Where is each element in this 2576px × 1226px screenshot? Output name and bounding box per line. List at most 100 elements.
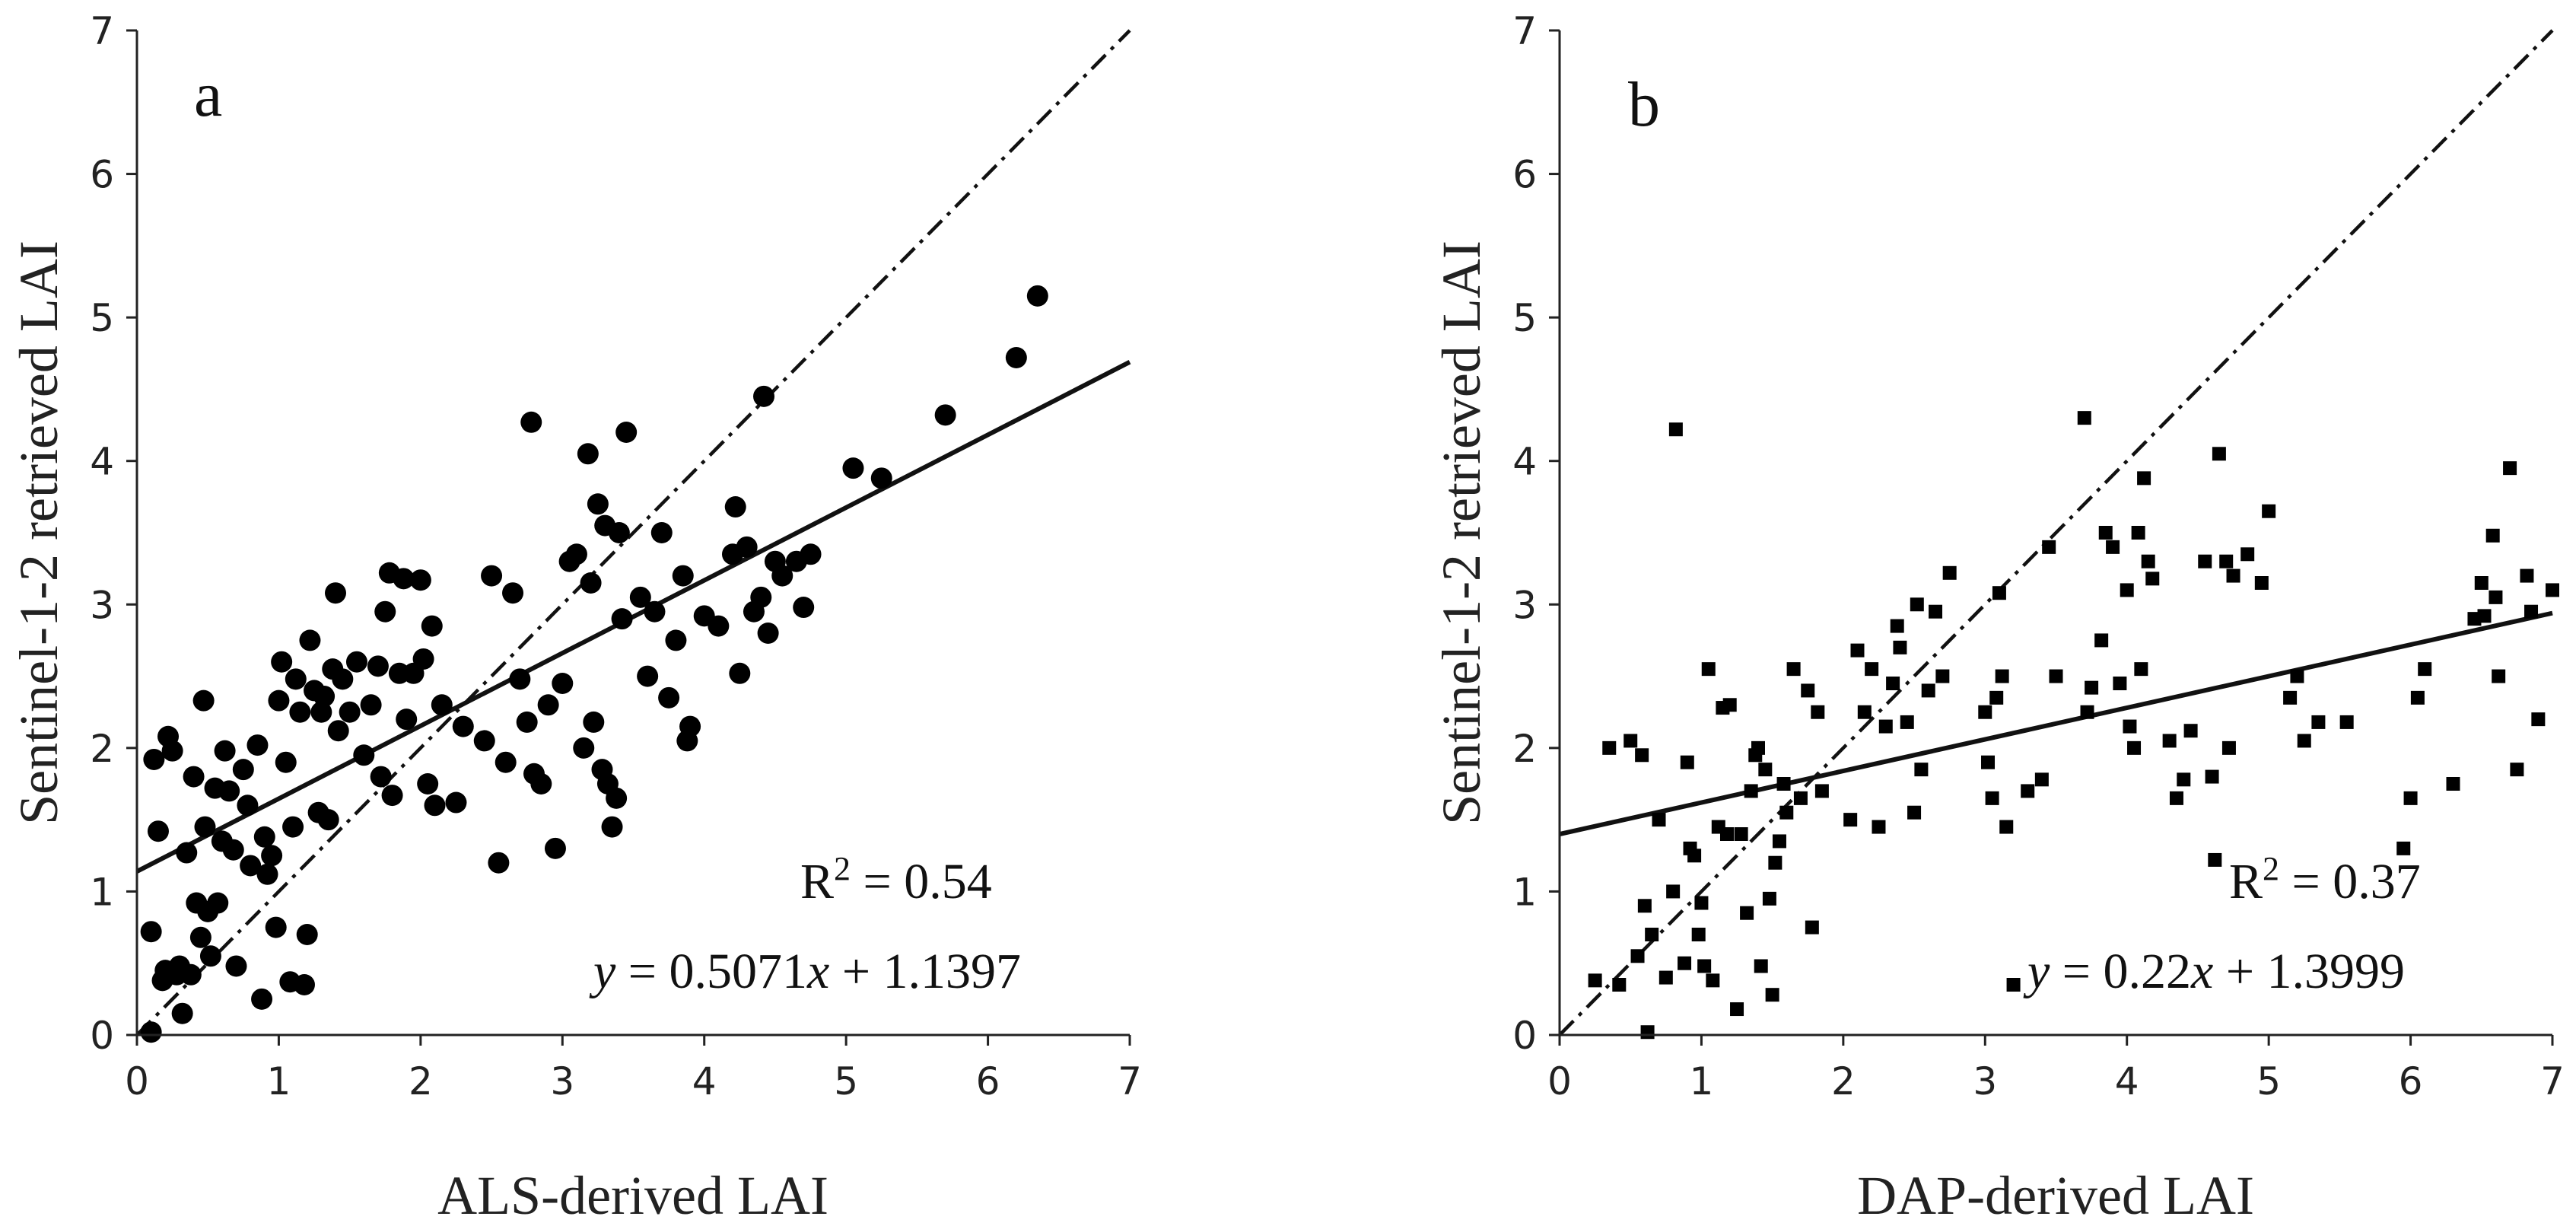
panel-a-data-point — [1005, 346, 1027, 368]
panel-a-data-point — [488, 852, 510, 874]
panel-b-x-tick-label: 7 — [2540, 1059, 2565, 1103]
panel-b-data-point — [2141, 554, 2155, 568]
panel-b-data-point — [2283, 690, 2298, 705]
panel-a-data-point — [870, 467, 892, 489]
panel-a-data-point — [729, 662, 751, 684]
panel-b-data-point — [1719, 827, 1734, 841]
panel-b-data-point — [1914, 763, 1929, 777]
panel-b-data-point — [1900, 715, 1914, 729]
panel-b-data-point — [1740, 906, 1754, 920]
panel-a-x-tick-label: 7 — [1118, 1059, 1142, 1103]
panel-a-data-point — [750, 586, 772, 608]
panel-a-data-point — [771, 565, 793, 587]
panel-b-data-point — [2311, 715, 2326, 729]
panel-a-data-point — [606, 787, 628, 809]
panel-b-data-point — [1691, 928, 1706, 941]
panel-b-data-point — [1758, 763, 1773, 777]
panel-a-data-point — [409, 569, 431, 591]
panel-b-data-point — [1801, 683, 1815, 698]
panel-b-data-point — [1893, 640, 1907, 654]
panel-a-data-point — [370, 766, 392, 788]
panel-b-data-point — [1929, 604, 1943, 619]
panel-a-data-point — [934, 404, 956, 426]
panel-a-x-tick-label: 0 — [125, 1059, 149, 1103]
panel-b-data-point — [2145, 572, 2160, 586]
panel-a-data-point — [360, 694, 382, 716]
panel-a-data-point — [246, 734, 269, 756]
panel-b-data-point — [2169, 791, 2183, 805]
panel-a-data-point — [218, 780, 240, 802]
panel-b-data-point — [1989, 690, 2004, 705]
panel-a-one-to-one-line — [135, 29, 1131, 1037]
panel-b-data-point — [1857, 705, 1872, 719]
panel-b-data-point — [2531, 712, 2546, 727]
panel-a-data-point — [520, 411, 542, 433]
panel-b-data-point — [2183, 724, 2198, 738]
panel-b-data-point — [1722, 698, 1737, 712]
panel-b-data-point — [2034, 772, 2049, 787]
panel-b-data-point — [2049, 669, 2063, 683]
panel-a-data-point — [412, 648, 434, 670]
panel-a-data-point — [452, 715, 474, 737]
panel-a-data-point — [396, 709, 418, 731]
panel-a-data-point — [310, 701, 332, 723]
panel-a-data-point — [608, 522, 630, 543]
panel-b-data-point — [2254, 576, 2269, 590]
panel-b-data-point — [2094, 633, 2109, 648]
panel-b-x-axis-title: DAP-derived LAI — [1857, 1165, 2254, 1226]
panel-a-data-point — [253, 826, 275, 848]
panel-a-data-point — [317, 809, 339, 831]
panel-b-data-point — [2219, 554, 2234, 568]
panel-a-y-tick-label: 7 — [90, 9, 114, 53]
panel-a-data-point — [192, 689, 215, 712]
panel-a-x-tick-label: 2 — [409, 1059, 433, 1103]
panel-a-r-squared: R2 = 0.54 — [800, 850, 992, 910]
panel-b-ticks: 0 1 2 3 4 5 6 7 0 1 2 3 4 5 6 7 — [1512, 9, 2565, 1103]
panel-a-data-point — [724, 496, 746, 518]
panel-a-data-point — [544, 837, 566, 859]
panel-a-data-point — [268, 689, 290, 712]
panel-b-data-point — [1995, 669, 2009, 683]
panel-b-data-point — [1999, 820, 2014, 834]
panel-b-data-point — [2113, 677, 2127, 690]
panel-b-data-point — [2290, 669, 2304, 683]
panel-b-data-point — [1805, 920, 1819, 935]
panel-a-data-point — [271, 651, 293, 673]
panel-b-data-point — [1637, 899, 1652, 913]
panel-b-regression-line — [1559, 610, 2553, 836]
panel-b-x-tick-label: 3 — [1973, 1059, 1997, 1103]
panel-b-data-point — [1768, 855, 1783, 870]
panel-b-data-point — [1886, 677, 1900, 690]
panel-a-data-point — [199, 945, 221, 967]
panel-b-data-point — [2474, 576, 2489, 590]
panel-b-data-point — [1668, 422, 1683, 437]
panel-a-regression-line — [135, 360, 1131, 874]
panel-a-data-point — [565, 543, 587, 565]
panel-b-data-point — [1612, 978, 1627, 992]
panel-a-data-point — [285, 668, 307, 690]
panel-a-y-tick-label: 4 — [90, 440, 114, 484]
panel-a-data-point — [161, 740, 183, 762]
panel-a-data-point — [147, 820, 169, 842]
panel-b-data-point — [2339, 715, 2354, 729]
panel-b-data-point — [1878, 719, 1893, 734]
panel-a-data-point — [793, 597, 815, 619]
panel-a-data-point — [611, 608, 633, 630]
panel-b-data-point — [1734, 827, 1748, 841]
panel-b-y-tick-label: 0 — [1512, 1014, 1537, 1058]
panel-b-data-point — [1680, 755, 1694, 769]
panel-b-data-point — [2123, 719, 2137, 734]
panel-a-data-point — [421, 615, 443, 637]
panel-b-data-point — [1697, 959, 1712, 973]
panel-b-data-point — [2021, 784, 2035, 798]
panel-a-y-tick-label: 5 — [90, 296, 114, 340]
panel-b-data-point — [1779, 805, 1794, 820]
panel-a-data-point — [251, 988, 273, 1010]
panel-b-data-point — [1645, 928, 1659, 941]
panel-a-x-axis-title: ALS-derived LAI — [437, 1165, 828, 1226]
panel-b-data-point — [2080, 705, 2094, 719]
panel-a-data-point — [502, 582, 524, 604]
panel-a-data-point — [339, 701, 361, 723]
panel-a-data-point — [289, 701, 311, 723]
panel-a-x-tick-label: 4 — [692, 1059, 717, 1103]
